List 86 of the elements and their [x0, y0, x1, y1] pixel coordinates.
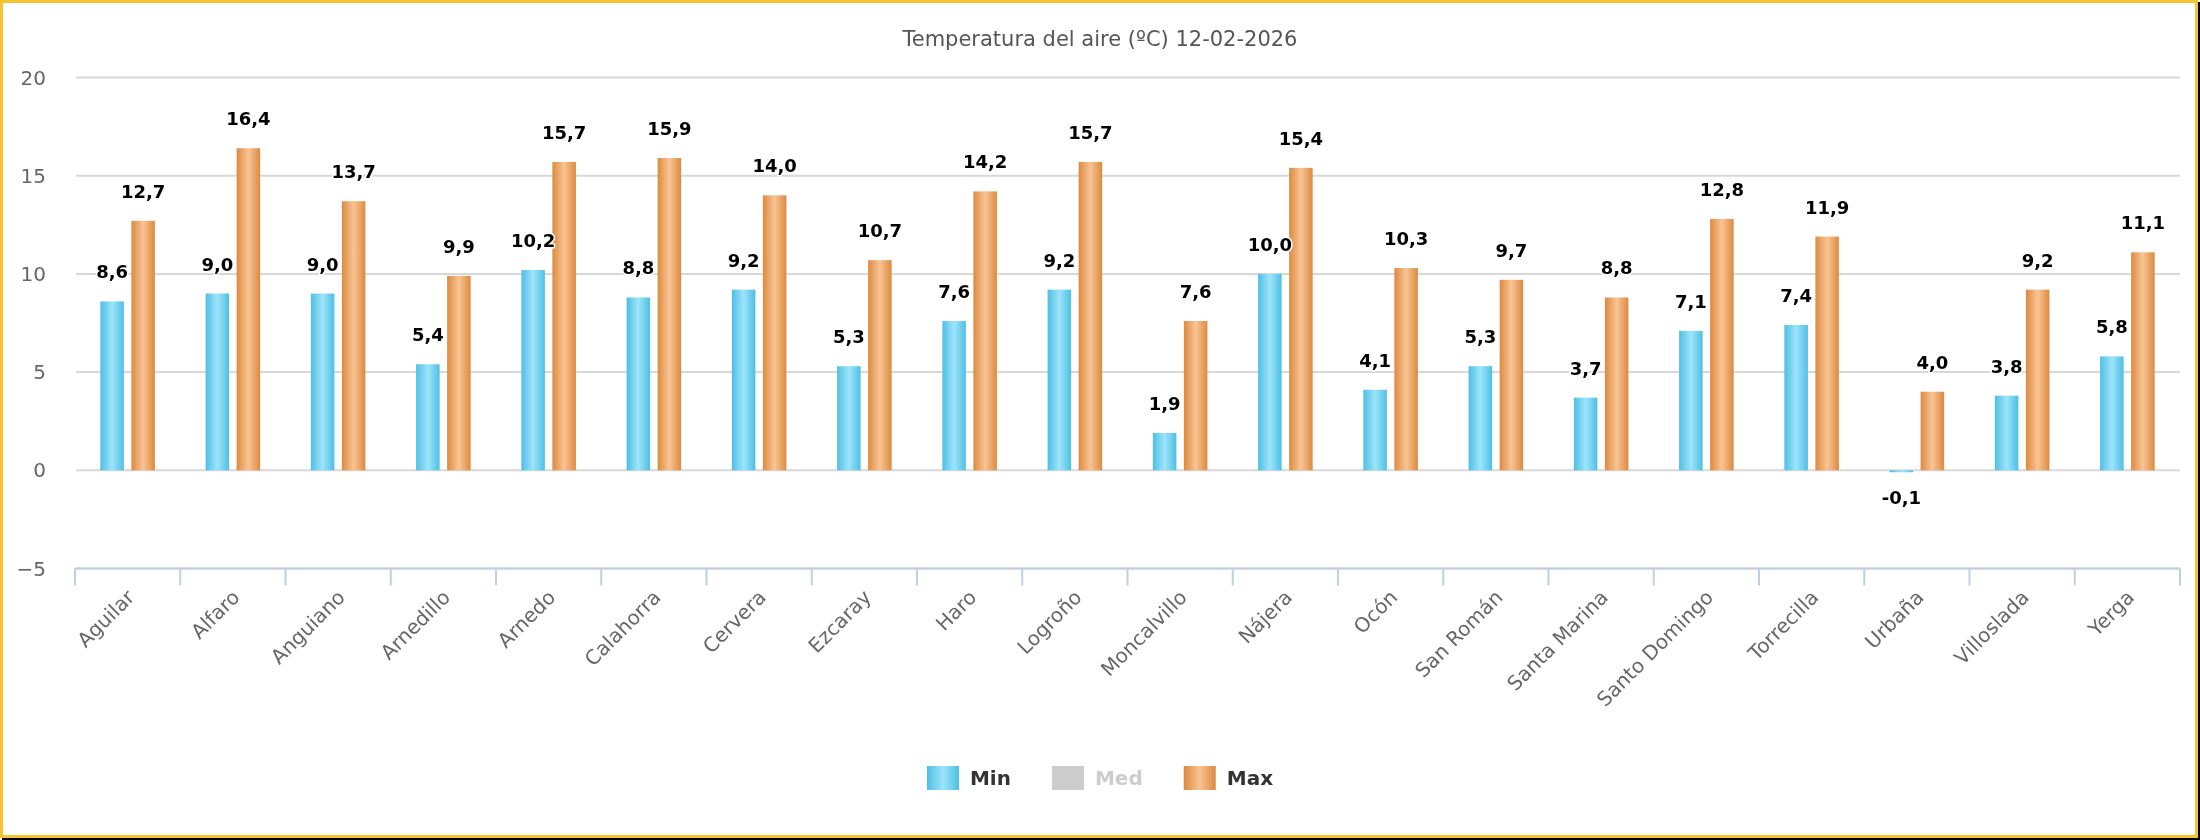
bar [626, 297, 651, 471]
data-label: 5,4 [411, 324, 444, 346]
data-label: 11,9 [1804, 196, 1850, 218]
data-label: 7,6 [1179, 281, 1212, 303]
data-label: -0,1 [1881, 487, 1922, 509]
bar [416, 364, 440, 471]
data-label: 14,0 [752, 155, 797, 177]
data-label: 9,2 [1043, 249, 1076, 271]
bar [1604, 297, 1629, 471]
bar [447, 275, 471, 471]
data-label: 16,4 [226, 108, 271, 130]
bar [205, 293, 230, 471]
bar [1258, 273, 1282, 471]
data-label: 9,0 [201, 253, 234, 275]
data-label: 15,7 [1068, 121, 1113, 143]
chart-title: Temperatura del aire (ºC) 12-02-2026 [901, 27, 1298, 51]
data-label: 10,3 [1383, 228, 1429, 250]
bar [1679, 330, 1703, 471]
data-label: 9,9 [442, 235, 475, 257]
data-label: 5,8 [2095, 316, 2128, 338]
data-label: 13,7 [331, 161, 376, 183]
bar [1710, 218, 1734, 471]
bar [1152, 432, 1177, 471]
bar [762, 195, 787, 471]
bar [1047, 289, 1072, 471]
bar [731, 289, 756, 471]
bar [2100, 356, 2124, 471]
data-label: 1,9 [1148, 392, 1181, 414]
bar [2131, 252, 2155, 471]
data-label: 8,6 [96, 261, 129, 283]
data-label: 9,0 [306, 253, 339, 275]
bar [2025, 289, 2050, 471]
data-label: 15,4 [1278, 127, 1324, 149]
bar [1573, 397, 1598, 471]
data-label: 7,4 [1780, 284, 1813, 306]
bar [310, 293, 335, 471]
data-label: 10,7 [857, 220, 903, 242]
y-tick-label: 20 [20, 65, 46, 90]
y-tick-label: 10 [20, 261, 46, 286]
data-label: 12,7 [120, 180, 166, 202]
bar [521, 269, 545, 471]
bar [1183, 321, 1208, 471]
bar [131, 220, 155, 471]
bar [837, 366, 861, 471]
data-label: 11,1 [2120, 212, 2166, 234]
data-label: 7,1 [1674, 290, 1707, 312]
bar [942, 321, 966, 471]
data-label: 15,7 [541, 121, 587, 143]
bar [1289, 167, 1313, 471]
bar [1499, 279, 1524, 471]
bar [1815, 236, 1839, 471]
bar [1994, 395, 2019, 471]
legend-label: Max [1226, 766, 1274, 790]
bar [341, 201, 366, 471]
bar [1920, 391, 1945, 471]
bar [100, 301, 124, 471]
data-label: 3,8 [1990, 355, 2023, 377]
legend-label: Min [969, 766, 1011, 790]
data-label: 9,2 [2021, 249, 2054, 271]
data-label: 12,8 [1699, 178, 1745, 200]
data-label: 4,0 [1916, 351, 1949, 373]
data-label: 5,3 [832, 326, 865, 348]
data-label: 9,7 [1495, 239, 1528, 261]
data-label: 3,7 [1569, 357, 1602, 379]
bar [657, 158, 682, 471]
bar [236, 148, 261, 471]
data-label: 4,1 [1359, 349, 1392, 371]
data-label: 7,6 [938, 281, 971, 303]
data-label: 5,3 [1464, 326, 1497, 348]
bar [1784, 324, 1808, 471]
bar [1363, 389, 1387, 471]
bar [973, 191, 997, 471]
data-label: 9,2 [727, 249, 760, 271]
data-label: 14,2 [962, 151, 1008, 173]
bar [868, 260, 892, 471]
y-tick-label: 15 [20, 163, 46, 188]
bar [1394, 268, 1418, 471]
y-tick-label: 0 [33, 458, 46, 483]
bar [1078, 161, 1103, 471]
data-label: 8,8 [622, 257, 655, 279]
y-tick-label: 5 [33, 360, 46, 385]
y-tick-label: −5 [16, 556, 46, 581]
bar [552, 161, 576, 471]
bar [1468, 366, 1493, 471]
data-label: 8,8 [1600, 257, 1633, 279]
data-label: 15,9 [647, 118, 692, 140]
